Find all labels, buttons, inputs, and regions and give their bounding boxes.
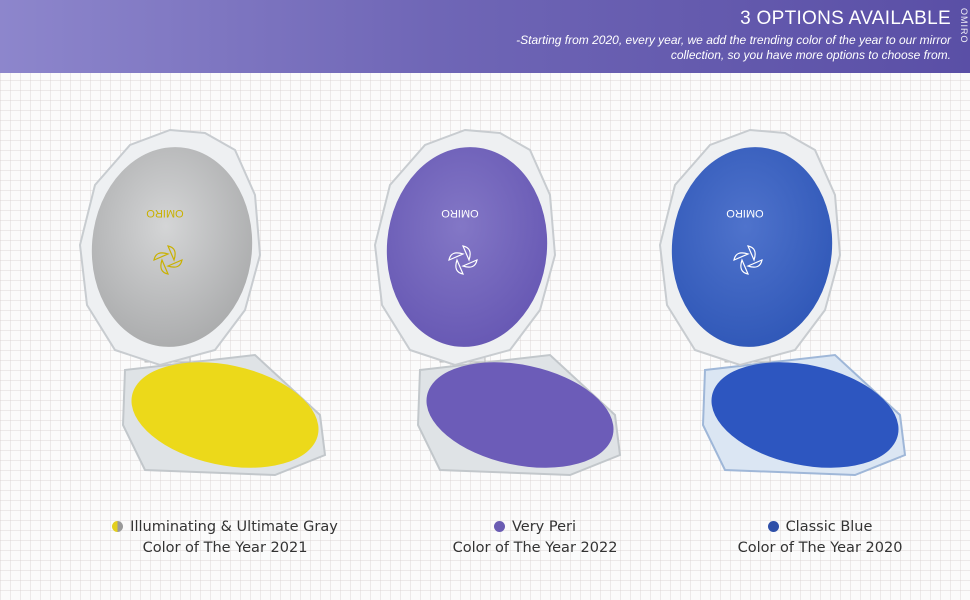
logo-text: OMIRO <box>441 207 479 219</box>
caption-product-1: Illuminating & Ultimate Gray Color of Th… <box>75 517 375 559</box>
caption-title-row: Classic Blue <box>670 517 970 538</box>
caption-title-row: Very Peri <box>385 517 685 538</box>
banner-title: 3 OPTIONS AVAILABLE <box>740 8 951 29</box>
product-mirror-classic-blue: OMIRO <box>655 125 915 500</box>
product-name: Classic Blue <box>785 519 873 535</box>
header-banner: 3 OPTIONS AVAILABLE -Starting from 2020,… <box>0 0 970 73</box>
caption-product-3: Classic Blue Color of The Year 2020 <box>670 517 970 559</box>
mirror-illustration: OMIRO <box>78 128 327 477</box>
product-subtitle: Color of The Year 2021 <box>142 540 308 556</box>
caption-product-2: Very Peri Color of The Year 2022 <box>385 517 685 559</box>
base-color-pad <box>711 362 899 468</box>
product-mirror-gray-yellow: OMIRO <box>75 125 335 500</box>
pinwheel-icon <box>733 245 763 275</box>
logo-text: OMIRO <box>146 207 184 219</box>
product-mirror-very-peri: OMIRO <box>370 125 630 500</box>
product-name: Illuminating & Ultimate Gray <box>130 519 338 535</box>
color-dot-icon <box>493 521 505 532</box>
pinwheel-icon <box>448 245 478 275</box>
base-color-pad <box>426 362 614 468</box>
product-subtitle: Color of The Year 2022 <box>452 540 618 556</box>
banner-subtitle: -Starting from 2020, every year, we add … <box>516 33 951 62</box>
mirror-illustration: OMIRO <box>373 128 622 477</box>
product-name: Very Peri <box>511 519 576 535</box>
side-brand-label: OMIRO <box>959 8 969 44</box>
logo-text: OMIRO <box>726 207 764 219</box>
color-dot-icon <box>112 521 124 532</box>
pinwheel-icon <box>153 245 183 275</box>
product-subtitle: Color of The Year 2020 <box>737 540 903 556</box>
base-color-pad <box>131 362 319 468</box>
caption-title-row: Illuminating & Ultimate Gray <box>75 517 375 538</box>
mirror-illustration: OMIRO <box>658 128 907 477</box>
color-dot-icon <box>767 521 779 532</box>
